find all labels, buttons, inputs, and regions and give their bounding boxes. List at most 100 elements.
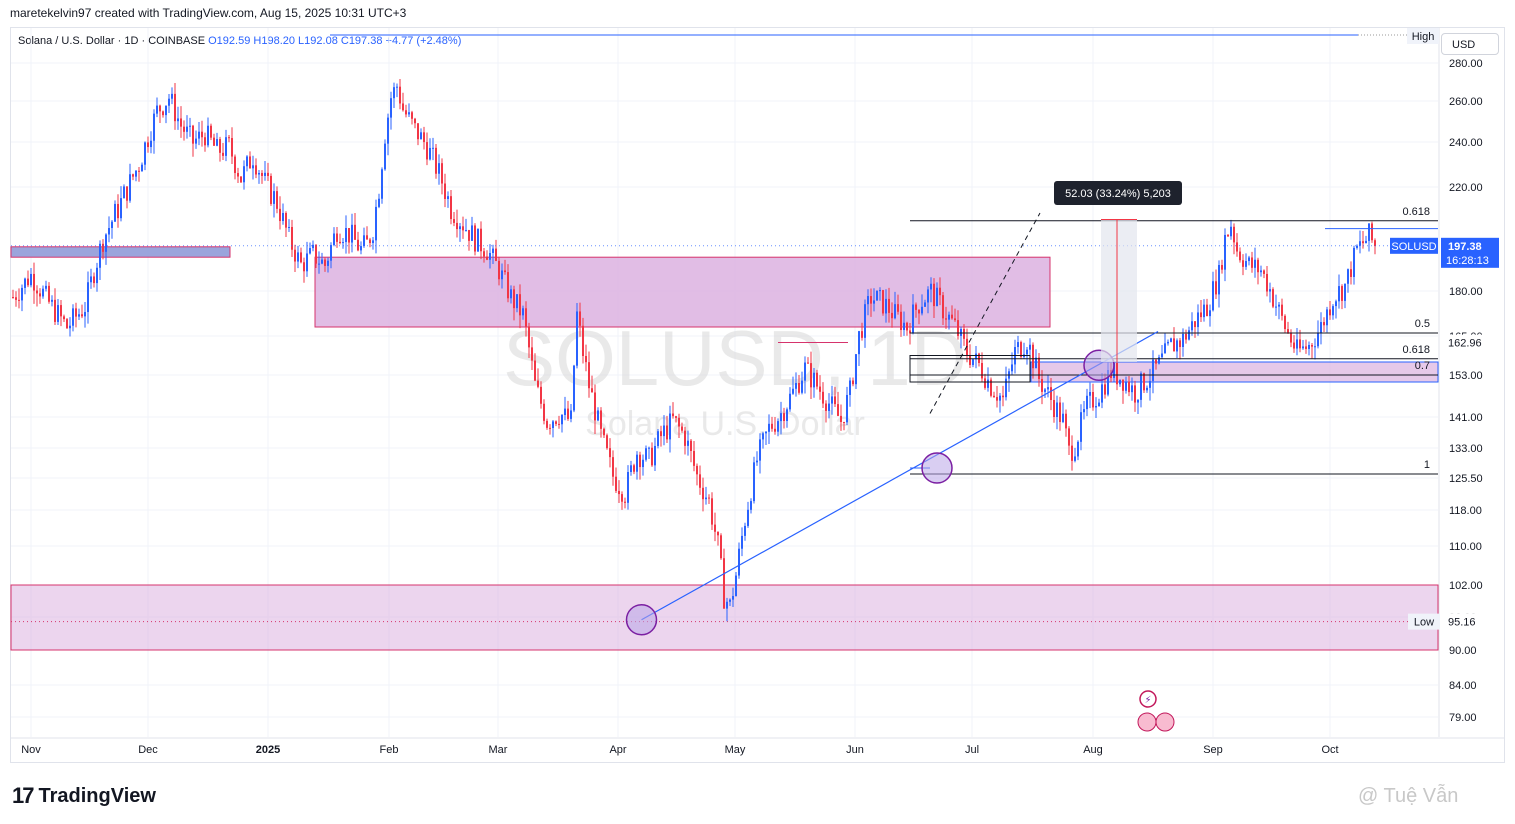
candle-body bbox=[801, 380, 803, 393]
candle-body bbox=[606, 435, 608, 449]
candle-body bbox=[1065, 413, 1067, 429]
candle-body bbox=[1191, 321, 1193, 331]
time-tick-label: Sep bbox=[1203, 744, 1223, 756]
legend-change: +4.77 (+2.48%) bbox=[385, 35, 462, 47]
candle-body bbox=[183, 126, 185, 132]
candle-body bbox=[219, 139, 221, 153]
candle-body bbox=[684, 430, 686, 446]
candle-body bbox=[732, 595, 734, 600]
candle-body bbox=[321, 259, 323, 264]
candle-body bbox=[195, 138, 197, 144]
candle-body bbox=[1119, 379, 1121, 385]
price-tick-label: 102.00 bbox=[1449, 580, 1483, 592]
time-tick-label: Jun bbox=[846, 744, 864, 756]
candle-body bbox=[27, 278, 29, 286]
candle-body bbox=[534, 360, 536, 381]
candle-body bbox=[873, 300, 875, 304]
range-box bbox=[909, 355, 1031, 383]
candle-body bbox=[57, 305, 59, 322]
candle-body bbox=[666, 425, 668, 440]
candle-body bbox=[471, 225, 473, 241]
candle-body bbox=[378, 198, 380, 207]
candle-body bbox=[945, 318, 947, 320]
candle-body bbox=[294, 249, 296, 262]
candle-body bbox=[1263, 270, 1265, 274]
candle-body bbox=[663, 425, 665, 437]
candle-body bbox=[1239, 251, 1241, 261]
candle-body bbox=[555, 421, 557, 424]
candle-body bbox=[540, 386, 542, 404]
candle-body bbox=[99, 243, 101, 268]
candle-body bbox=[717, 531, 719, 536]
candle-body bbox=[1260, 270, 1262, 273]
price-tick-label: 110.00 bbox=[1449, 541, 1482, 553]
candle-body bbox=[426, 142, 428, 160]
candle-body bbox=[273, 191, 275, 204]
candle-body bbox=[483, 251, 485, 257]
candle-body bbox=[117, 203, 119, 219]
tradingview-logo[interactable]: 17 TradingView bbox=[12, 783, 156, 809]
candle-body bbox=[297, 252, 299, 262]
candle-body bbox=[561, 414, 563, 425]
candle-body bbox=[1017, 342, 1019, 348]
candle-body bbox=[1326, 309, 1328, 326]
legend-open: O192.59 bbox=[208, 35, 251, 47]
candle-body bbox=[813, 372, 815, 388]
candle-body bbox=[15, 297, 17, 300]
candle-body bbox=[1167, 341, 1169, 344]
candle-body bbox=[225, 137, 227, 156]
candle-body bbox=[1098, 402, 1100, 407]
candle-body bbox=[567, 408, 569, 419]
candle-body bbox=[510, 289, 512, 299]
candle-body bbox=[858, 331, 860, 355]
candle-body bbox=[462, 226, 464, 231]
symbol-legend: Solana / U.S. Dollar · 1D · COINBASE O19… bbox=[18, 35, 461, 47]
low-badge bbox=[1408, 613, 1440, 630]
candle-body bbox=[1374, 240, 1376, 247]
candle-body bbox=[519, 294, 521, 316]
candle-body bbox=[1056, 402, 1058, 417]
time-tick-label: Aug bbox=[1083, 744, 1103, 756]
candle-body bbox=[543, 403, 545, 421]
price-axis[interactable]: 280.00260.00240.00220.00180.00165.00153.… bbox=[1390, 28, 1499, 737]
candle-body bbox=[1116, 363, 1118, 385]
candle-body bbox=[1095, 406, 1097, 408]
candle-body bbox=[336, 233, 338, 242]
time-axis[interactable]: Nov Dec 2025 Feb Mar Apr May Jun Jul Aug Sep Oct bbox=[11, 737, 1505, 756]
price-tick-label: 153.00 bbox=[1449, 370, 1483, 382]
candle-body bbox=[126, 186, 128, 201]
candle-body bbox=[522, 308, 524, 316]
candle-body bbox=[612, 457, 614, 477]
candle-body bbox=[834, 396, 836, 405]
candle-body bbox=[222, 152, 224, 156]
candle-body bbox=[1038, 357, 1040, 380]
candle-body bbox=[924, 302, 926, 307]
candle-body bbox=[807, 362, 809, 364]
candle-body bbox=[630, 465, 632, 473]
candle-body bbox=[1131, 385, 1133, 393]
candle-body bbox=[75, 308, 77, 317]
candle-body bbox=[765, 431, 767, 434]
candle-body bbox=[1035, 357, 1037, 369]
candle-body bbox=[957, 320, 959, 336]
candle-body bbox=[591, 388, 593, 393]
user-watermark: @ Tuệ Vẫn bbox=[1358, 785, 1459, 807]
candle-body bbox=[951, 314, 953, 319]
currency-selector[interactable]: USD bbox=[1441, 33, 1499, 55]
candle-body bbox=[1353, 247, 1355, 277]
candle-body bbox=[504, 270, 506, 273]
candle-body bbox=[1104, 384, 1106, 395]
candle-body bbox=[390, 98, 392, 118]
candle-body bbox=[1362, 241, 1364, 244]
candle-body bbox=[822, 391, 824, 404]
candle-body bbox=[132, 174, 134, 177]
candle-body bbox=[387, 117, 389, 144]
candle-body bbox=[441, 163, 443, 184]
price-tick-label: 84.00 bbox=[1449, 680, 1477, 692]
candle-body bbox=[39, 293, 41, 297]
candle-body bbox=[894, 304, 896, 319]
candle-body bbox=[1050, 387, 1052, 401]
drawing-overlay[interactable]: 0.618 0.5 0.618 0.7 1 52.03 (33.24%) 5,203 ⚡ bbox=[11, 34, 1438, 732]
candle-body bbox=[1020, 342, 1022, 357]
